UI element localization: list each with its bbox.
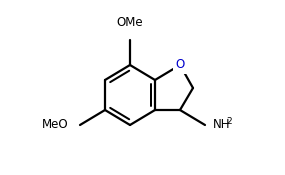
Text: 2: 2 bbox=[226, 117, 232, 127]
Text: OMe: OMe bbox=[117, 16, 143, 29]
Text: MeO: MeO bbox=[42, 118, 68, 131]
Text: NH: NH bbox=[213, 118, 231, 131]
Text: O: O bbox=[175, 58, 185, 72]
